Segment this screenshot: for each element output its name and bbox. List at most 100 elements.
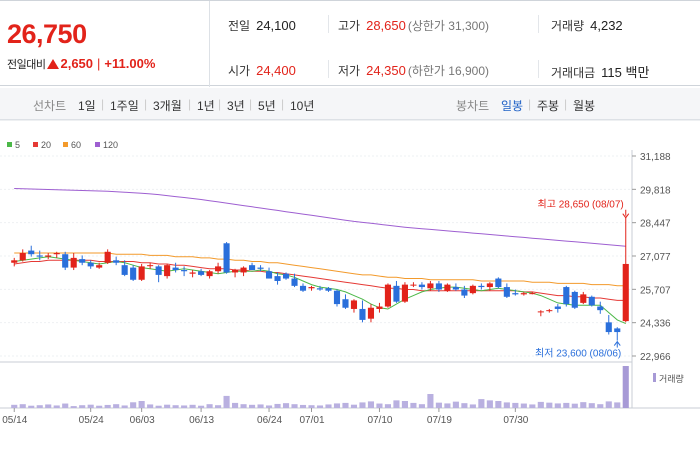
- candle-body: [87, 262, 94, 267]
- x-tick-label: 07/01: [300, 415, 325, 426]
- volume-label: 거래량: [551, 19, 585, 33]
- x-tick-label: 06/13: [189, 415, 214, 426]
- x-tick-label: 06/03: [130, 415, 155, 426]
- change-rate: +11.00%: [104, 56, 156, 71]
- candle-body: [11, 260, 18, 263]
- x-tick-label: 05/14: [2, 415, 27, 426]
- candle-body: [130, 267, 137, 280]
- ma120-line: [14, 188, 626, 247]
- volume-bar: [588, 403, 595, 408]
- candle-body: [529, 293, 536, 295]
- volume-bar: [215, 405, 222, 408]
- volume-bar: [155, 405, 162, 408]
- candle-body: [36, 255, 43, 257]
- period-1d[interactable]: 1일: [78, 99, 96, 113]
- candle-body: [563, 287, 570, 305]
- volume-bar: [299, 404, 307, 408]
- candle-body: [28, 250, 35, 255]
- volume-bar: [147, 404, 154, 408]
- candle-body: [427, 283, 434, 289]
- candle-body: [571, 291, 578, 308]
- open-label: 시가: [228, 64, 251, 78]
- chart-annotations: 최고 28,650 (08/07) 최저 23,600 (08/06): [535, 199, 630, 360]
- candle-body: [274, 276, 281, 281]
- volume-bar: [350, 404, 358, 408]
- candle-body: [155, 266, 162, 275]
- candle-body: [469, 285, 476, 294]
- divider: [538, 15, 539, 33]
- ma20-line: [14, 259, 626, 301]
- volume-bar: [418, 404, 425, 408]
- candle-body: [257, 267, 264, 269]
- volume-bar: [520, 403, 527, 408]
- divider: [328, 15, 329, 33]
- high-label: 고가: [338, 19, 361, 33]
- prev-close-label: 전일: [228, 19, 251, 33]
- candle-body: [215, 266, 222, 272]
- volume-legend-label: 거래량: [659, 373, 684, 384]
- candle-body: [206, 271, 213, 277]
- candle-body: [512, 293, 519, 295]
- volume-bar: [198, 405, 205, 408]
- legend-ma5[interactable]: 5: [7, 140, 20, 150]
- volume-bar: [189, 404, 196, 408]
- period-1w[interactable]: 1주일: [110, 99, 139, 113]
- legend-ma120[interactable]: 120: [95, 140, 118, 150]
- candle-body: [495, 278, 502, 288]
- legend-ma20[interactable]: 20: [33, 140, 51, 150]
- candle-body: [79, 259, 86, 263]
- legend-ma5-label: 5: [15, 140, 21, 150]
- period-5y[interactable]: 5년: [258, 99, 276, 113]
- candle-body: [19, 253, 26, 261]
- volume-bar: [240, 404, 247, 408]
- volume-bar: [104, 404, 111, 408]
- volume-bar: [486, 400, 493, 408]
- divider: [328, 60, 329, 78]
- chart-axes: 31,188 29,818 28,447 27,077 25,707 24,336 22,9…: [2, 152, 684, 426]
- candle-daily[interactable]: 일봉: [501, 99, 524, 113]
- volume-bar: [367, 401, 375, 408]
- candle-body: [342, 299, 349, 308]
- candle-body: [53, 253, 60, 255]
- candle-body: [503, 287, 510, 297]
- y-tick-label: 22,966: [640, 352, 671, 363]
- change-label: 전일대비: [7, 59, 46, 71]
- candle-series: [11, 217, 629, 341]
- volume-bar: [325, 404, 332, 408]
- period-3m[interactable]: 3개월: [153, 99, 182, 113]
- y-tick-label: 28,447: [640, 219, 671, 230]
- volume-bar: [444, 403, 451, 408]
- period-10y[interactable]: 10년: [290, 99, 315, 113]
- candle-body: [282, 273, 290, 279]
- candle-body: [181, 270, 188, 272]
- line-chart-label: 선차트: [33, 99, 67, 113]
- candle-body: [70, 257, 77, 268]
- legend-ma60[interactable]: 60: [63, 140, 81, 150]
- volume-bar: [265, 405, 273, 408]
- volume-bar: [537, 401, 544, 408]
- volume-bar: [308, 405, 315, 408]
- period-1y[interactable]: 1년: [197, 99, 215, 113]
- candle-body: [614, 328, 621, 333]
- candle-body: [410, 284, 417, 286]
- candle-body: [537, 311, 544, 313]
- change-amount: 2,650: [60, 56, 94, 71]
- y-tick-label: 27,077: [640, 252, 671, 263]
- divider: [538, 60, 539, 78]
- candle-body: [299, 285, 307, 291]
- candle-monthly[interactable]: 월봉: [573, 99, 596, 113]
- volume: 거래량 4,232: [551, 17, 623, 34]
- candle-body: [248, 265, 256, 271]
- candle-body: [62, 254, 69, 268]
- volume-bar: [121, 405, 128, 408]
- period-3y[interactable]: 3년: [227, 99, 245, 113]
- candle-weekly[interactable]: 주봉: [537, 99, 560, 113]
- volume-value: 4,232: [590, 18, 623, 33]
- legend-ma120-label: 120: [103, 140, 119, 150]
- candle-body: [316, 288, 324, 290]
- candle-body: [418, 284, 425, 288]
- candle-body: [580, 294, 587, 303]
- candle-body: [138, 266, 145, 280]
- high-value: 28,650: [366, 18, 406, 33]
